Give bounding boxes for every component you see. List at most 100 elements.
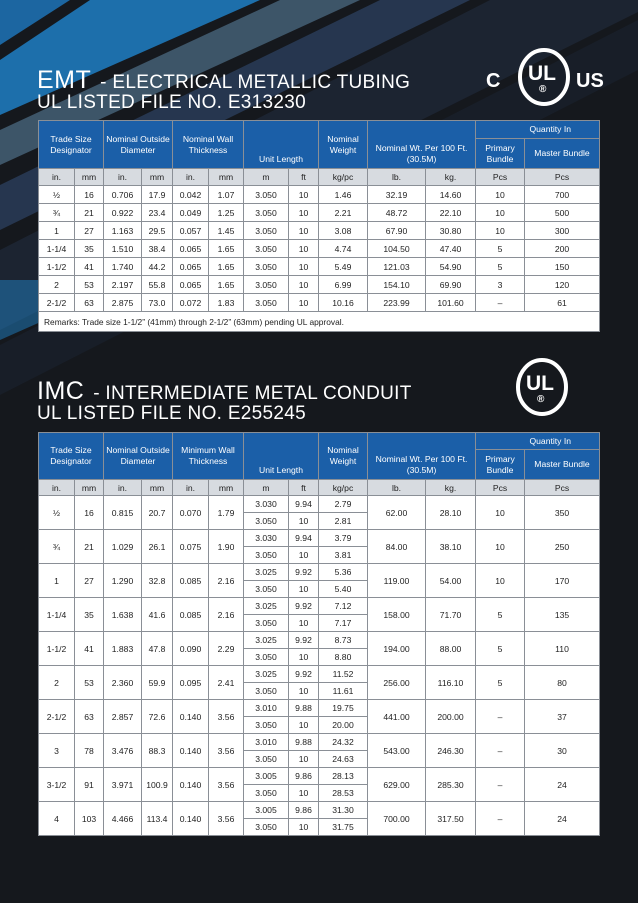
table-row: 3.050 10 24.63 (39, 750, 600, 768)
primary-bundle-cell: – (475, 767, 526, 802)
od-mm-cell: 38.4 (141, 239, 173, 258)
header-weight-per-100ft: Nominal Wt. Per 100 Ft. (30.5M) (366, 432, 477, 480)
table-row: ½ 16 0.706 17.9 0.042 1.07 3.050 10 1.46 32.19 14.… (38, 185, 601, 204)
emt-code: EMT (37, 66, 92, 94)
length-m-cell: 3.050 (243, 614, 289, 632)
primary-bundle-cell: 10 (475, 563, 526, 598)
length-m-cell: 3.050 (243, 682, 289, 700)
length-ft-cell: 10 (288, 682, 319, 700)
length-ft-cell: 10 (288, 203, 319, 222)
wall-in-cell: 0.085 (172, 563, 209, 598)
length-ft-cell: 10 (288, 750, 319, 768)
imc-file-number: UL LISTED FILE NO. E255245 (37, 403, 306, 424)
wall-in-cell: 0.072 (172, 293, 209, 312)
length-ft-cell: 9.92 (288, 665, 319, 683)
od-in-cell: 4.466 (103, 801, 142, 836)
length-m-cell: 3.050 (243, 818, 289, 836)
unit-cell: ft (288, 168, 319, 186)
primary-bundle-cell: – (475, 801, 526, 836)
imc-spec-table: Trade Size Designator Nominal Outside Di… (38, 432, 601, 836)
unit-cell: m (243, 479, 289, 496)
imc-title: IMC - INTERMEDIATE METAL CONDUIT (37, 370, 412, 407)
length-m-cell: 3.050 (243, 185, 289, 204)
weight-kg-pc-cell: 2.81 (318, 512, 368, 530)
length-ft-cell: 9.92 (288, 597, 319, 615)
emt-spec-table: Trade Size Designator Nominal Outside Di… (37, 120, 601, 332)
length-m-cell: 3.050 (243, 203, 289, 222)
primary-bundle-cell: 10 (475, 203, 526, 222)
master-bundle-cell: 24 (524, 801, 601, 836)
od-mm-cell: 41.6 (141, 597, 173, 632)
table-row: 2-1/2 63 2.857 72.6 0.140 3.56 3.010 9.88 19.75 4… (38, 699, 601, 734)
od-in-cell: 3.476 (103, 733, 142, 768)
unit-cell: Pcs (475, 479, 526, 496)
length-ft-cell: 10 (288, 784, 319, 802)
primary-bundle-cell: – (475, 733, 526, 768)
size-in-cell: 2-1/2 (38, 699, 75, 734)
emt-title: EMT - ELECTRICAL METALLIC TUBING (37, 59, 410, 96)
logo-c: C (486, 70, 501, 92)
table-row: 1-1/4 35 1.638 41.6 0.085 2.16 3.025 9.92 7.12 15… (38, 597, 601, 632)
length-ft-cell: 10 (288, 239, 319, 258)
weight-kg-pc-cell: 24.32 (318, 733, 368, 751)
header-quantity-in: Quantity In (475, 432, 601, 450)
size-mm-cell: 16 (74, 495, 104, 530)
imc-code: IMC (37, 377, 85, 405)
od-in-cell: 1.163 (103, 221, 142, 240)
size-in-cell: 4 (38, 801, 75, 836)
wall-mm-cell: 2.16 (208, 597, 244, 632)
wall-in-cell: 0.085 (172, 597, 209, 632)
od-mm-cell: 29.5 (141, 221, 173, 240)
unit-cell: kg. (424, 479, 477, 496)
length-ft-cell: 9.92 (288, 563, 319, 581)
wall-mm-cell: 1.65 (208, 239, 244, 258)
weight-kg-pc-cell: 24.63 (318, 750, 368, 768)
wall-in-cell: 0.140 (172, 767, 209, 802)
length-m-cell: 3.050 (243, 784, 289, 802)
size-in-cell: ¾ (38, 203, 75, 222)
table-row: 3.050 10 2.81 (39, 512, 600, 530)
unit-cell: mm (208, 168, 244, 186)
unit-cell: kg/pc (318, 479, 368, 496)
size-in-cell: 1-1/2 (38, 257, 75, 276)
wt-lb-cell: 84.00 (367, 529, 426, 564)
wt-kg-cell: 285.30 (424, 767, 477, 802)
wall-mm-cell: 1.45 (208, 221, 244, 240)
master-bundle-cell: 250 (524, 529, 601, 564)
unit-cell: Pcs (524, 479, 601, 496)
size-in-cell: 3-1/2 (38, 767, 75, 802)
length-ft-cell: 10 (288, 221, 319, 240)
master-bundle-cell: 120 (524, 275, 601, 294)
table-row: 3-1/2 91 3.971 100.9 0.140 3.56 3.005 9.86 28.13… (38, 767, 601, 802)
units-row: in. mm in. mm in. mm m ft kg/pc lb. kg. … (38, 168, 601, 186)
size-mm-cell: 41 (74, 257, 104, 276)
od-mm-cell: 26.1 (141, 529, 173, 564)
wt-lb-cell: 32.19 (367, 185, 426, 204)
weight-kg-pc-cell: 7.12 (318, 597, 368, 615)
table-row: 4 103 4.466 113.4 0.140 3.56 3.005 9.86 31.30 700… (38, 801, 601, 836)
table-row: 1 27 1.290 32.8 0.085 2.16 3.025 9.92 5.36 119.00… (38, 563, 601, 598)
length-m-cell: 3.050 (243, 293, 289, 312)
wt-lb-cell: 48.72 (367, 203, 426, 222)
table-row: ¾ 21 1.029 26.1 0.075 1.90 3.030 9.94 3.79 84.00 3… (38, 529, 601, 564)
header-primary-bundle: Primary Bundle (475, 138, 526, 169)
wt-kg-cell: 28.10 (424, 495, 477, 530)
wt-lb-cell: 700.00 (367, 801, 426, 836)
size-mm-cell: 78 (74, 733, 104, 768)
wt-kg-cell: 116.10 (424, 665, 477, 700)
length-ft-cell: 10 (288, 818, 319, 836)
weight-kg-pc-cell: 2.21 (318, 203, 368, 222)
od-mm-cell: 113.4 (141, 801, 173, 836)
table-row: 3.050 10 8.80 (39, 648, 600, 666)
table-row: 2 53 2.360 59.9 0.095 2.41 3.025 9.92 11.52 256.0… (38, 665, 601, 700)
weight-kg-pc-cell: 8.73 (318, 631, 368, 649)
header-unit-length: Unit Length (243, 432, 319, 480)
unit-cell: in. (38, 479, 75, 496)
weight-kg-pc-cell: 11.61 (318, 682, 368, 700)
length-m-cell: 3.050 (243, 580, 289, 598)
unit-cell: mm (141, 479, 173, 496)
size-mm-cell: 63 (74, 293, 104, 312)
length-m-cell: 3.050 (243, 275, 289, 294)
units-row: in. mm in. mm in. mm m ft kg/pc lb. kg. … (38, 479, 601, 496)
logo-registered: ® (539, 84, 547, 95)
